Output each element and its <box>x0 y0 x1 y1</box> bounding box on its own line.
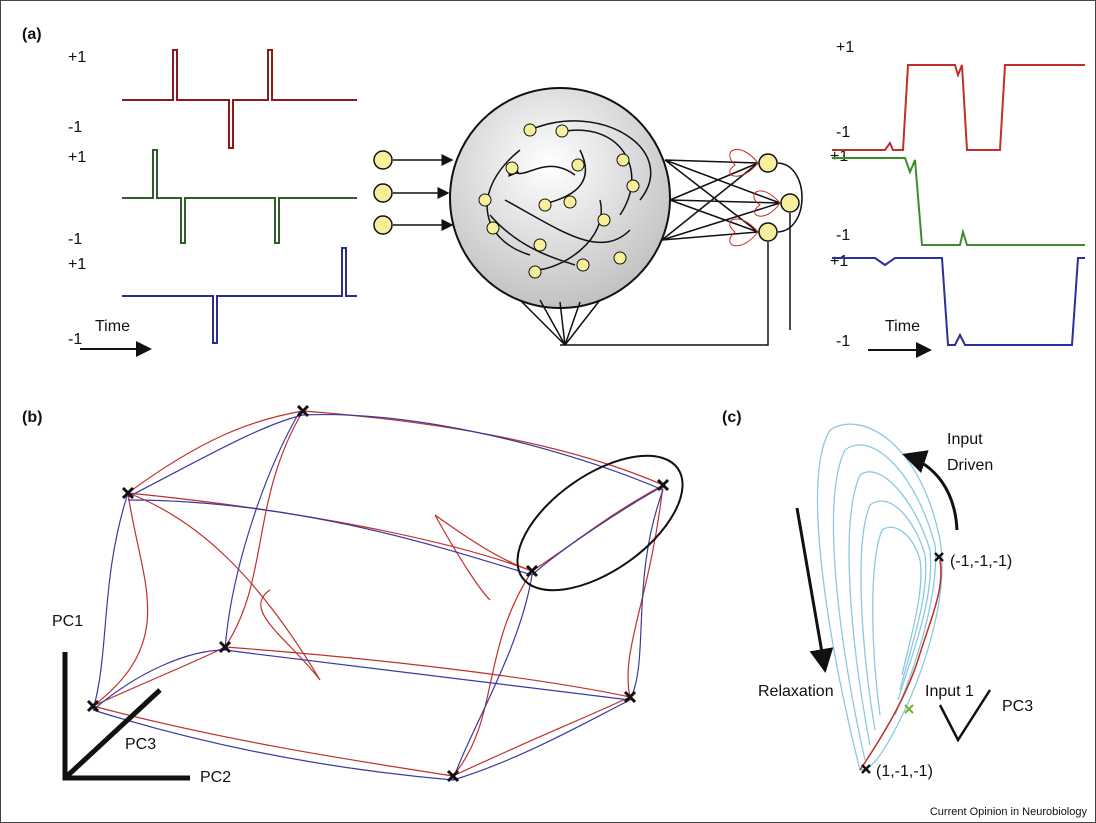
level-label: +1 <box>68 149 86 166</box>
time-label: Time <box>95 318 130 335</box>
level-label: -1 <box>836 333 850 350</box>
annotation: Relaxation <box>758 683 834 700</box>
level-label: +1 <box>68 49 86 66</box>
level-label: -1 <box>68 331 82 348</box>
axis-label: PC2 <box>200 769 231 786</box>
panel-label: (a) <box>22 26 42 43</box>
level-label: -1 <box>836 124 850 141</box>
axis-label: PC1 <box>52 613 83 630</box>
annotation: (1,-1,-1) <box>876 763 933 780</box>
level-label: +1 <box>836 39 854 56</box>
credit: Current Opinion in Neurobiology <box>930 806 1088 818</box>
figure: (a) +1 -1 +1 -1 +1 -1 Time +1 -1 +1 -1 +… <box>0 0 1096 823</box>
axis-label: PC3 <box>125 736 156 753</box>
level-label: +1 <box>830 253 848 270</box>
time-label: Time <box>885 318 920 335</box>
annotation: Input 1 <box>925 683 974 700</box>
annotation: (-1,-1,-1) <box>950 553 1012 570</box>
panel-label: (c) <box>722 409 742 426</box>
level-label: -1 <box>68 119 82 136</box>
level-label: -1 <box>68 231 82 248</box>
level-label: +1 <box>68 256 86 273</box>
level-label: -1 <box>836 227 850 244</box>
panel-label: (b) <box>22 409 42 426</box>
annotation: Input <box>947 431 983 448</box>
annotation: Driven <box>947 457 993 474</box>
axis-label: PC3 <box>1002 698 1033 715</box>
